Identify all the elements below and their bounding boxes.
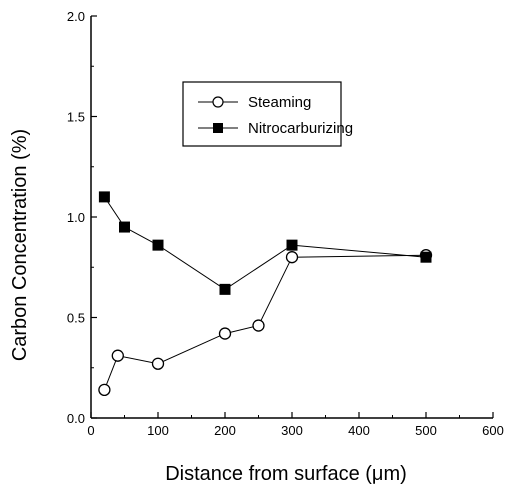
legend: Steaming Nitrocarburizing: [182, 81, 353, 147]
series-line-steaming: [103, 254, 427, 391]
data-point-nitrocarburizing: [420, 251, 432, 263]
data-point-steaming: [98, 383, 111, 397]
x-tick-label: 600: [482, 423, 504, 438]
legend-box: [182, 81, 342, 147]
legend-label-nitrocarburizing: Nitrocarburizing: [248, 120, 353, 137]
x-tick-label: 0: [87, 423, 94, 438]
y-tick-label: 0.5: [67, 311, 85, 326]
legend-marker-steaming: [212, 96, 224, 108]
legend-marker-nitrocarburizing: [213, 123, 223, 133]
data-point-nitrocarburizing: [119, 221, 130, 233]
data-point-steaming: [111, 349, 124, 362]
ticks: 0 100 200 300 400 500 600 0.0 0.5 1.0 1.5 2.0: [67, 9, 504, 438]
x-tick-label: 300: [281, 423, 303, 438]
y-axis-title: Carbon Concentration (%): [9, 129, 31, 361]
y-tick-label: 1.5: [67, 110, 85, 125]
y-tick-label: 0.0: [67, 411, 85, 426]
y-tick-label: 1.0: [67, 210, 85, 225]
legend-label-steaming: Steaming: [248, 94, 311, 111]
data-point-nitrocarburizing: [98, 191, 110, 203]
data-point-steaming: [218, 327, 232, 340]
data-point-steaming: [285, 251, 299, 264]
data-point-nitrocarburizing: [219, 283, 231, 295]
data-point-steaming: [252, 319, 265, 332]
x-tick-label: 100: [147, 423, 169, 438]
y-tick-label: 2.0: [67, 9, 85, 24]
x-axis-title: Distance from surface (μm): [165, 463, 407, 485]
x-tick-label: 500: [415, 423, 437, 438]
series-markers: [98, 191, 433, 397]
data-point-steaming: [151, 357, 165, 370]
x-tick-label: 400: [348, 423, 370, 438]
x-tick-label: 200: [214, 423, 236, 438]
data-point-nitrocarburizing: [152, 239, 164, 251]
axes: [90, 16, 493, 419]
data-point-nitrocarburizing: [286, 239, 298, 251]
